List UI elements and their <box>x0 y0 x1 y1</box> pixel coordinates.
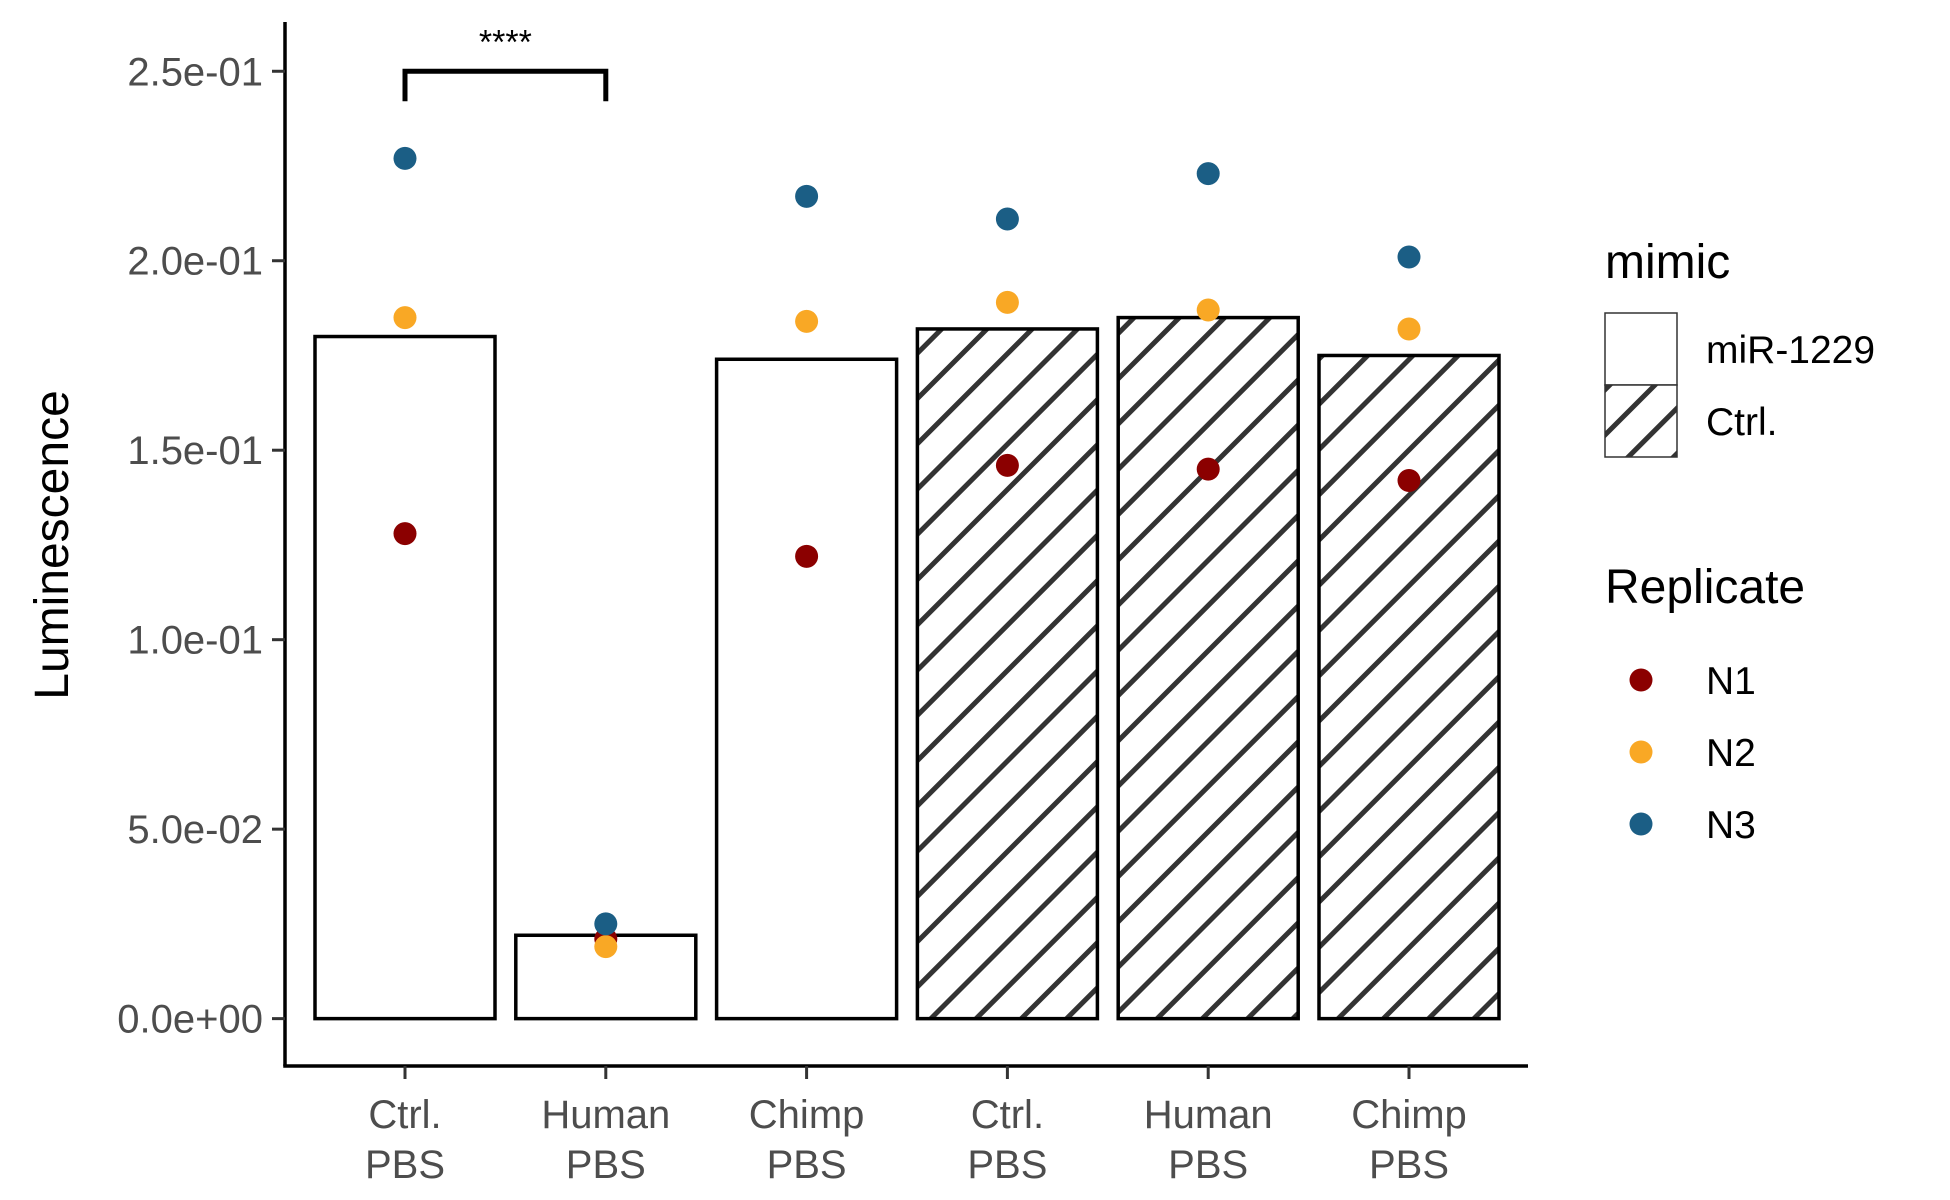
x-tick-label-1: Ctrl. PBS <box>365 1093 445 1187</box>
legend-replicate-label-3: N3 <box>1706 804 1756 847</box>
point-n1-3 <box>795 544 819 568</box>
point-n2-1 <box>393 306 417 330</box>
x-tick-label-4: Ctrl. PBS <box>967 1093 1047 1187</box>
significance-layer: **** <box>402 23 609 102</box>
bar-1 <box>313 334 497 1021</box>
axes-layer: 0.0e+00 5.0e-02 1.0e-01 1.5e-01 2.0e-01 2.5e-… <box>117 22 1528 1187</box>
x-tick-label-2: Human PBS <box>541 1093 670 1187</box>
point-n2-2 <box>594 935 618 959</box>
point-n3-1 <box>393 146 417 170</box>
point-n1-5 <box>1196 457 1220 481</box>
y-tick-label-1: 0.0e+00 <box>117 998 263 1042</box>
point-n2-3 <box>795 309 819 333</box>
legend-replicate-title: Replicate <box>1605 561 1805 614</box>
bar-4 <box>915 327 1100 1021</box>
point-n3-6 <box>1397 245 1421 269</box>
significance-bracket-1 <box>402 68 609 102</box>
legend-mimic-label-2: Ctrl. <box>1706 401 1778 444</box>
points-layer <box>393 146 1421 959</box>
point-n3-3 <box>795 184 819 208</box>
legend-replicate-label-2: N2 <box>1706 732 1756 775</box>
legend-mimic-key-1 <box>1604 312 1678 386</box>
legend-mimic-title: mimic <box>1605 236 1730 289</box>
x-tick-label-6: Chimp PBS <box>1351 1093 1467 1187</box>
legend-mimic: mimic miR-1229 Ctrl. <box>1604 236 1875 458</box>
point-n2-5 <box>1196 298 1220 322</box>
bar-3 <box>714 357 899 1021</box>
point-n1-6 <box>1397 469 1421 493</box>
y-axis-title: Luminescence <box>26 390 79 700</box>
bars-layer <box>313 315 1501 1021</box>
bar-6 <box>1317 353 1501 1021</box>
point-n3-2 <box>594 912 618 936</box>
y-tick-label-3: 1.0e-01 <box>127 619 263 663</box>
legend-replicate-label-1: N1 <box>1706 660 1756 703</box>
y-tick-label-5: 2.0e-01 <box>127 240 263 284</box>
y-tick-label-6: 2.5e-01 <box>127 50 263 94</box>
legend-mimic-key-2 <box>1604 384 1678 458</box>
point-n1-1 <box>393 522 417 546</box>
point-n3-4 <box>995 207 1019 231</box>
y-tick-label-2: 5.0e-02 <box>127 808 263 852</box>
point-n1-4 <box>995 453 1019 477</box>
significance-label-1: **** <box>479 23 532 61</box>
legend-replicate-key-2 <box>1629 740 1653 764</box>
bar-5 <box>1116 315 1300 1021</box>
point-n2-4 <box>995 290 1019 314</box>
legend-replicate: Replicate N1 N2 N3 <box>1605 561 1805 847</box>
legend-mimic-label-1: miR-1229 <box>1706 329 1875 372</box>
x-tick-label-5: Human PBS <box>1144 1093 1273 1187</box>
x-tick-label-3: Chimp PBS <box>749 1093 865 1187</box>
legend-replicate-key-1 <box>1629 668 1653 692</box>
y-tick-label-4: 1.5e-01 <box>127 429 263 473</box>
legend-replicate-key-3 <box>1629 812 1653 836</box>
point-n2-6 <box>1397 317 1421 341</box>
point-n3-5 <box>1196 162 1220 186</box>
